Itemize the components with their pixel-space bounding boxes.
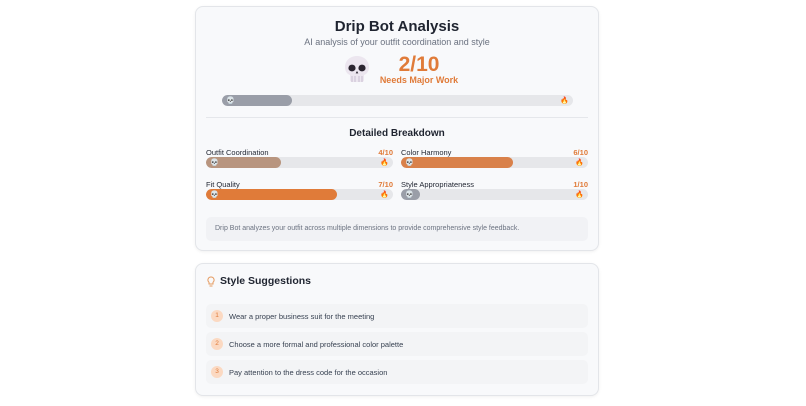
page-title: Drip Bot Analysis [334, 18, 460, 35]
metric-fill [401, 189, 420, 200]
suggestion-number: 1 [211, 310, 223, 322]
metric-bar: 💀 🔥 [206, 189, 393, 200]
score-verdict: Needs Major Work [379, 75, 459, 85]
suggestion-number: 2 [211, 338, 223, 350]
fire-icon: 🔥 [560, 97, 569, 104]
metric-fill [206, 189, 337, 200]
analysis-card: Drip Bot Analysis AI analysis of your ou… [195, 6, 599, 251]
suggestion-text: Wear a proper business suit for the meet… [229, 312, 375, 321]
skull-icon: 💀 [210, 191, 219, 198]
metric-fill [206, 157, 281, 168]
skull-icon: 💀 [226, 97, 235, 104]
metric-value: 1/10 [573, 180, 588, 189]
fire-icon: 🔥 [575, 191, 584, 198]
metric-value: 7/10 [378, 180, 393, 189]
overall-score-fill [222, 95, 293, 106]
suggestions-card: Style Suggestions 1 Wear a proper busines… [195, 263, 599, 396]
suggestion-number: 3 [211, 366, 223, 378]
suggestion-item: 1 Wear a proper business suit for the mee… [206, 304, 588, 328]
metric-label: Fit Quality [206, 180, 240, 189]
divider [206, 117, 588, 118]
suggestions-title: Style Suggestions [220, 275, 312, 287]
metric-value: 4/10 [378, 148, 393, 157]
metric-bar: 💀 🔥 [206, 157, 393, 168]
metric-fill [401, 157, 514, 168]
suggestion-text: Choose a more formal and professional co… [229, 340, 404, 349]
fire-icon: 🔥 [575, 159, 584, 166]
metric-label: Color Harmony [401, 148, 452, 157]
skull-icon: 💀 [405, 159, 414, 166]
suggestion-text: Pay attention to the dress code for the … [229, 368, 388, 377]
metric-bar: 💀 🔥 [401, 157, 588, 168]
suggestion-item: 2 Choose a more formal and professional c… [206, 332, 588, 356]
lightbulb-icon [207, 276, 215, 287]
skull-icon: 💀 [210, 159, 219, 166]
breakdown-title: Detailed Breakdown [349, 128, 445, 139]
metric-label: Outfit Coordination [206, 148, 269, 157]
skull-icon: 💀 [405, 191, 414, 198]
metric-bar: 💀 🔥 [401, 189, 588, 200]
fire-icon: 🔥 [380, 191, 389, 198]
skull-icon [345, 56, 369, 82]
analysis-note: Drip Bot analyzes your outfit across mul… [206, 217, 588, 241]
suggestion-item: 3 Pay attention to the dress code for the… [206, 360, 588, 384]
overall-score: 2/10 [398, 53, 440, 76]
fire-icon: 🔥 [380, 159, 389, 166]
metric-value: 6/10 [573, 148, 588, 157]
overall-score-bar: 💀 🔥 [222, 95, 573, 106]
metric-label: Style Appropriateness [401, 180, 474, 189]
subtitle: AI analysis of your outfit coordination … [304, 37, 490, 47]
